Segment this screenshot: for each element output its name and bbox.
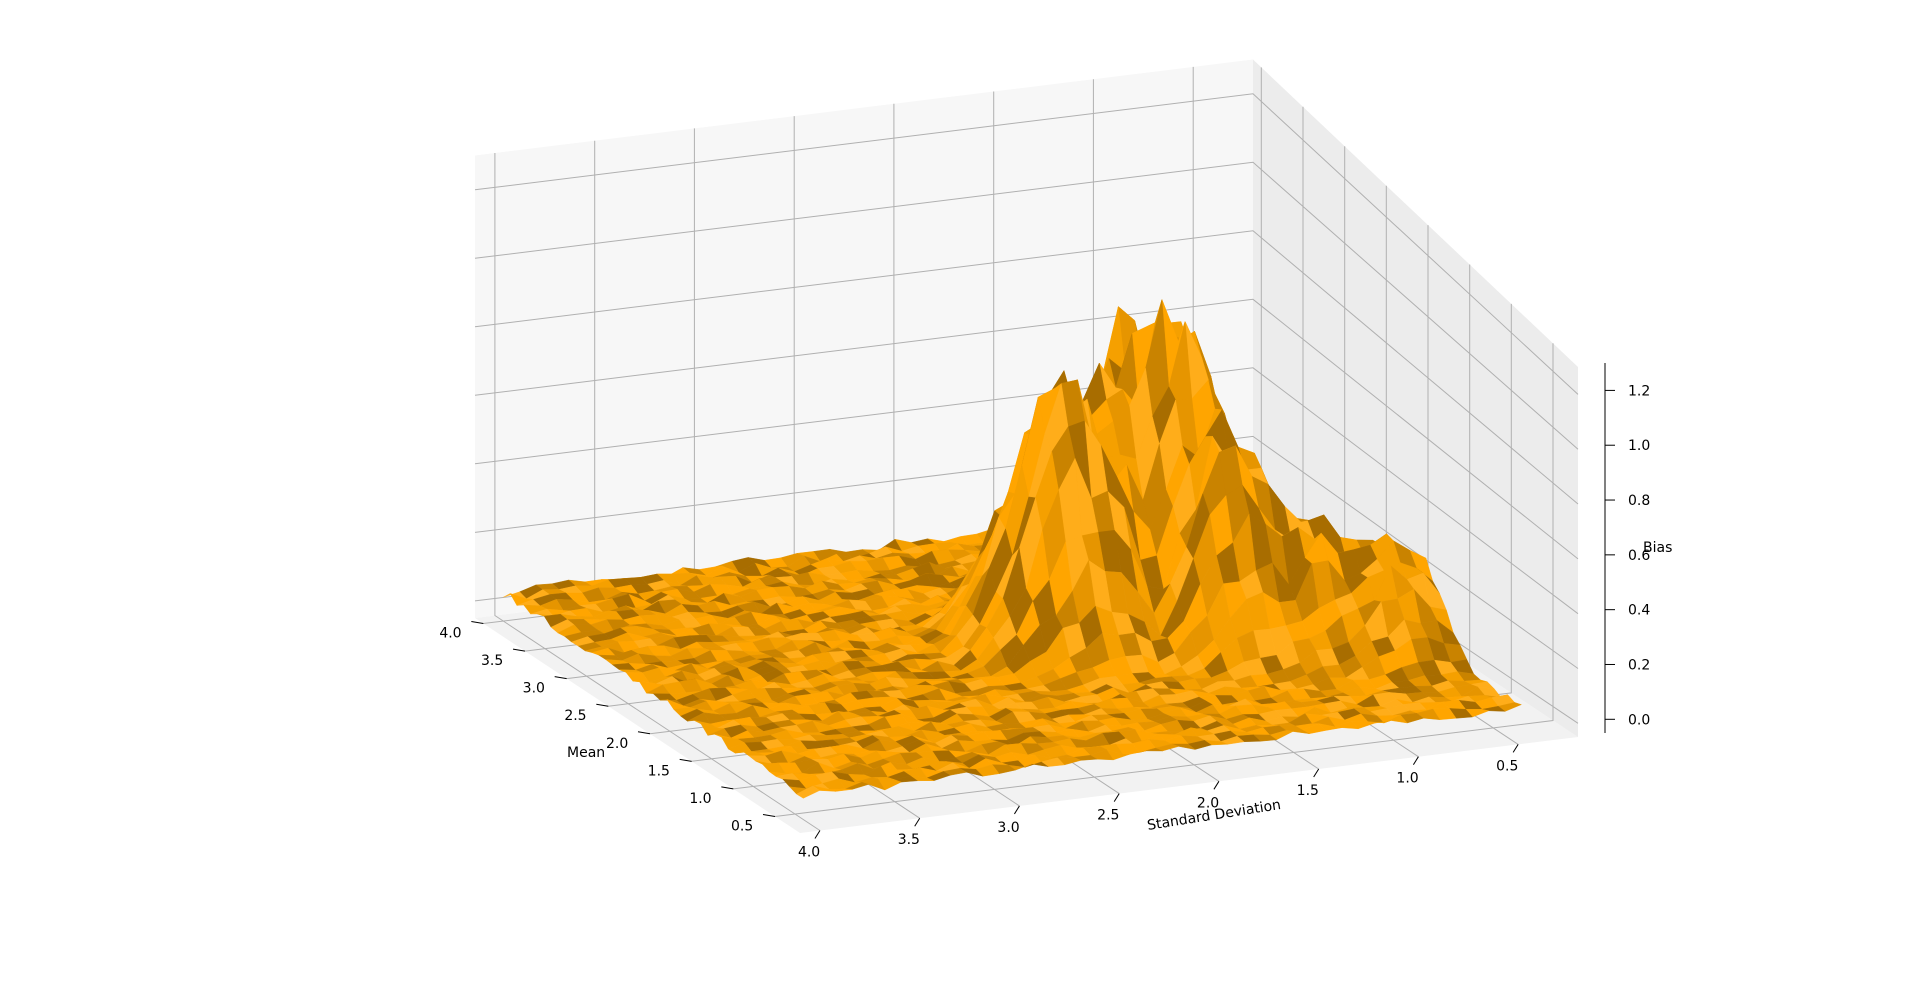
z-tick-label: 0.6 — [1628, 548, 1650, 564]
z-axis-title: Bias — [1643, 540, 1672, 556]
x-tick-label: 0.5 — [1496, 758, 1518, 774]
y-tick-label: 4.0 — [439, 626, 461, 642]
x-tick — [1113, 793, 1120, 802]
x-tick-label: 2.5 — [1097, 808, 1119, 824]
x-tick-label: 3.0 — [997, 820, 1019, 836]
y-tick-label: 3.0 — [523, 681, 545, 697]
tick-labels: 4.0 3.5 3.0 2.5 2.0 1.5 1.0 0.5 4.0 3.5 3.0 2.5 2.0 1… — [439, 383, 1650, 860]
z-tick-label: 1.2 — [1628, 383, 1650, 399]
y-tick — [512, 648, 526, 652]
surface-mesh — [503, 298, 1522, 799]
x-tick — [1412, 756, 1419, 765]
z-grid-line — [474, 93, 1579, 395]
z-tick-label: 0.0 — [1628, 712, 1650, 728]
z-grid-line — [474, 435, 1579, 669]
x-tick — [1512, 744, 1519, 753]
y-grid-line — [774, 343, 1554, 817]
x-tick — [1313, 768, 1320, 778]
z-grid-line — [474, 161, 1579, 450]
y-tick — [762, 813, 776, 817]
x-tick — [1014, 805, 1020, 815]
x-tick — [1213, 781, 1220, 790]
y-tick-label: 1.5 — [648, 763, 670, 779]
y-tick — [596, 703, 609, 707]
x-tick-label: 1.5 — [1297, 783, 1319, 799]
z-tick-label: 1.0 — [1628, 438, 1650, 454]
z-grid-line — [474, 230, 1579, 505]
tick-marks — [471, 363, 1615, 839]
y-tick — [554, 676, 567, 680]
y-tick-label: 3.5 — [481, 653, 503, 669]
z-grid-line — [474, 367, 1579, 615]
y-axis-title: Mean — [567, 745, 605, 761]
surface-face — [796, 785, 820, 799]
z-tick-label: 0.2 — [1628, 657, 1650, 673]
x-tick-label: 3.5 — [898, 832, 920, 848]
y-tick — [679, 758, 692, 762]
y-tick-label: 2.0 — [606, 736, 628, 752]
y-tick-label: 2.5 — [564, 708, 586, 724]
x-tick-label: 1.0 — [1396, 771, 1418, 787]
z-tick-label: 0.4 — [1628, 603, 1650, 619]
z-grid-line — [474, 298, 1579, 560]
x-tick-label: 4.0 — [798, 845, 820, 861]
y-tick — [637, 731, 651, 735]
y-tick-label: 0.5 — [731, 818, 753, 834]
z-tick-label: 0.8 — [1628, 493, 1650, 509]
y-tick — [471, 621, 484, 625]
x-tick — [914, 817, 921, 827]
y-tick — [721, 786, 734, 790]
x-tick — [814, 830, 821, 839]
x-tick-label: 2.0 — [1197, 795, 1219, 811]
y-tick-label: 1.0 — [689, 791, 711, 807]
